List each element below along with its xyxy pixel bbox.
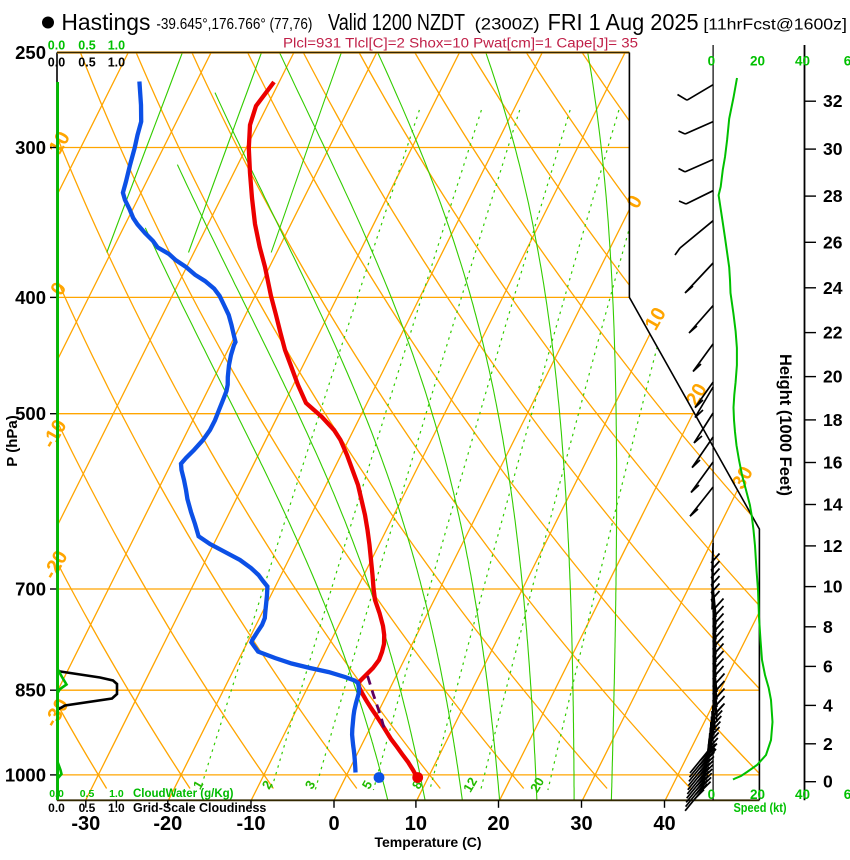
svg-text:16: 16 — [823, 453, 843, 473]
svg-text:1.0: 1.0 — [108, 801, 125, 815]
svg-text:22: 22 — [823, 323, 843, 343]
svg-text:10: 10 — [823, 577, 843, 597]
svg-text:1.0: 1.0 — [108, 56, 125, 70]
svg-text:0.0: 0.0 — [48, 801, 65, 815]
svg-text:Temperature (C): Temperature (C) — [374, 834, 481, 850]
svg-text:-20: -20 — [153, 813, 182, 835]
svg-text:0.0: 0.0 — [48, 39, 65, 53]
svg-text:6: 6 — [823, 656, 833, 676]
svg-text:Height (1000 Feet): Height (1000 Feet) — [776, 354, 794, 496]
svg-text:30: 30 — [570, 813, 592, 835]
svg-text:(2300Z): (2300Z) — [475, 15, 540, 34]
svg-text:0.0: 0.0 — [49, 788, 64, 800]
svg-text:14: 14 — [823, 495, 843, 515]
svg-text:6: 6 — [844, 54, 850, 69]
svg-text:P (hPa): P (hPa) — [4, 415, 21, 466]
svg-text:40: 40 — [795, 54, 810, 69]
svg-text:12: 12 — [460, 775, 480, 795]
svg-text:0: 0 — [823, 772, 833, 792]
svg-text:400: 400 — [15, 287, 46, 308]
svg-text:4: 4 — [823, 695, 833, 715]
svg-text:[11hrFcst@1600z]: [11hrFcst@1600z] — [703, 17, 847, 34]
svg-text:1.0: 1.0 — [109, 788, 124, 800]
svg-text:300: 300 — [15, 137, 46, 158]
svg-text:0.5: 0.5 — [78, 39, 95, 53]
svg-text:28: 28 — [823, 186, 843, 206]
svg-text:24: 24 — [823, 278, 843, 298]
svg-text:0.5: 0.5 — [80, 788, 95, 800]
svg-text:-10: -10 — [237, 813, 266, 835]
svg-text:1.0: 1.0 — [108, 39, 125, 53]
svg-text:0.5: 0.5 — [79, 801, 96, 815]
svg-text:CloudWater (g/Kg): CloudWater (g/Kg) — [133, 788, 234, 800]
svg-text:20: 20 — [487, 813, 509, 835]
svg-text:6: 6 — [844, 787, 850, 802]
svg-text:20: 20 — [823, 367, 843, 387]
svg-text:-30: -30 — [71, 813, 100, 835]
svg-text:40: 40 — [795, 787, 810, 802]
svg-text:Hastings: Hastings — [61, 9, 150, 35]
svg-text:Speed (kt): Speed (kt) — [734, 801, 787, 815]
svg-text:0: 0 — [708, 54, 716, 69]
svg-text:FRI 1 Aug 2025: FRI 1 Aug 2025 — [548, 9, 699, 35]
svg-text:Plcl=931 Tlcl[C]=2 Shox=10 Pwa: Plcl=931 Tlcl[C]=2 Shox=10 Pwat[cm]=1 Ca… — [283, 36, 638, 51]
svg-text:700: 700 — [15, 579, 46, 600]
svg-text:500: 500 — [15, 403, 46, 424]
svg-text:0: 0 — [708, 787, 716, 802]
svg-text:Valid 1200 NZDT: Valid 1200 NZDT — [328, 9, 465, 35]
svg-text:18: 18 — [823, 410, 843, 430]
svg-text:-39.645°,176.766° (77,76): -39.645°,176.766° (77,76) — [156, 16, 312, 33]
svg-text:30: 30 — [823, 139, 843, 159]
svg-text:8: 8 — [823, 617, 833, 637]
svg-text:20: 20 — [750, 54, 765, 69]
svg-text:850: 850 — [15, 680, 46, 701]
svg-text:20: 20 — [527, 775, 547, 795]
svg-text:26: 26 — [823, 232, 843, 252]
svg-text:12: 12 — [823, 536, 843, 556]
svg-text:0: 0 — [328, 813, 339, 835]
svg-text:1000: 1000 — [5, 764, 46, 785]
svg-text:10: 10 — [405, 813, 427, 835]
svg-text:32: 32 — [823, 91, 843, 111]
svg-text:40: 40 — [653, 813, 675, 835]
svg-text:250: 250 — [15, 42, 46, 63]
svg-text:0.0: 0.0 — [48, 56, 65, 70]
svg-text:0.5: 0.5 — [78, 56, 95, 70]
svg-text:20: 20 — [750, 787, 765, 802]
svg-text:Grid-Scale Cloudiness: Grid-Scale Cloudiness — [133, 801, 266, 815]
svg-text:2: 2 — [823, 734, 833, 754]
